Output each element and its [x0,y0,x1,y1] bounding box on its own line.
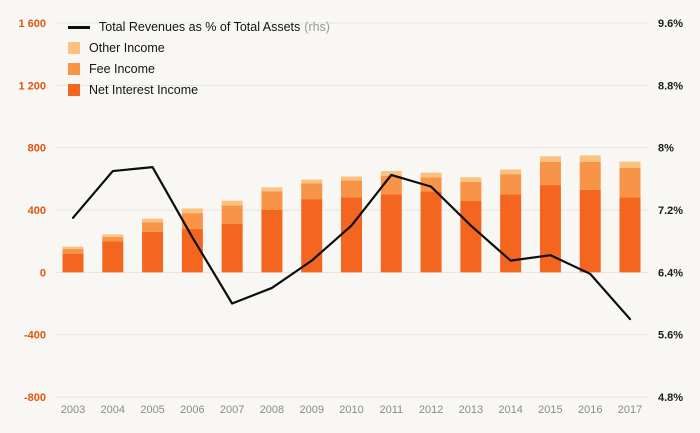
right-axis-tick-label: 9.6% [658,18,683,30]
left-axis-tick-label: 0 [40,267,46,279]
bar-segment [460,177,482,182]
legend-label-total-revenues: Total Revenues as % of Total Assets (rhs) [99,20,330,34]
x-axis-label: 2005 [140,404,164,416]
x-axis-label: 2009 [299,404,323,416]
x-axis-label: 2004 [101,404,125,416]
bar-segment [102,236,124,242]
bar-segment [341,176,362,181]
x-axis-label: 2014 [498,404,522,416]
bar-segment [142,231,164,273]
bar-segment [261,191,283,210]
bar-segment [579,155,601,162]
fee-income-swatch-icon [68,63,80,75]
bar-segment [181,213,203,229]
bar-segment [102,234,124,237]
bar-segment [62,246,84,249]
bar-segment [221,200,243,206]
bar-segment [341,180,362,198]
bar-segment [102,241,124,273]
bar-segment [142,218,164,223]
other-income-swatch-icon [68,42,80,54]
legend-item-other-income: Other Income [68,41,330,55]
x-axis-label: 2013 [459,404,483,416]
left-axis-tick-label: 400 [28,205,46,217]
bar-segment [380,171,402,176]
left-axis-tick-label: -400 [24,330,46,342]
right-axis-tick-label: 6.4% [658,267,683,279]
left-axis-tick-label: 1 200 [18,80,46,92]
right-axis-tick-label: 5.6% [658,330,683,342]
chart-legend: Total Revenues as % of Total Assets (rhs)… [68,20,330,97]
bar-segment [301,199,323,273]
left-axis-tick-label: 800 [28,143,46,155]
legend-label-other-income: Other Income [89,41,165,55]
bar-segment [420,172,442,178]
bar-segment [460,181,482,201]
bar-segment [460,200,482,273]
legend-item-net-interest-income: Net Interest Income [68,83,330,97]
bar-segment [500,169,522,175]
bar-segment [619,167,641,198]
bar-segment [261,210,283,273]
x-axis-label: 2016 [578,404,602,416]
x-axis-label: 2003 [61,404,85,416]
right-axis-tick-label: 8.8% [658,80,683,92]
legend-item-total-revenues: Total Revenues as % of Total Assets (rhs) [68,20,330,34]
bar-segment [539,156,561,162]
right-axis-tick-label: 8% [658,143,674,155]
x-axis-label: 2012 [419,404,443,416]
left-axis-tick-label: 1 600 [18,18,46,30]
x-axis-label: 2008 [260,404,284,416]
left-axis-tick-label: -800 [24,392,46,404]
x-axis-label: 2011 [379,404,403,416]
bar-segment [341,197,362,273]
x-axis-label: 2010 [339,404,363,416]
bar-segment [579,161,601,190]
bar-segment [181,208,203,214]
bar-segment [539,161,561,186]
legend-label-fee-income: Fee Income [89,62,156,76]
line-swatch-icon [68,25,90,29]
x-axis-label: 2017 [618,404,642,416]
bar-segment [420,191,442,273]
bar-segment [500,194,522,273]
right-axis-tick-label: 4.8% [658,392,683,404]
bar-segment [301,183,323,200]
legend-label-net-interest-income: Net Interest Income [89,83,199,97]
right-axis-tick-label: 7.2% [658,205,683,217]
bar-segment [539,185,561,273]
bar-segment [62,248,84,254]
x-axis-label: 2015 [538,404,562,416]
bar-segment [380,194,402,273]
rhs-note: (rhs) [304,20,330,34]
bar-segment [181,228,203,273]
bar-segment [261,187,283,192]
line-series [71,166,632,321]
legend-item-fee-income: Fee Income [68,62,330,76]
bar-segment [142,222,164,232]
bar-segment [301,179,323,184]
bar-segment [619,197,641,273]
bar-segment [221,224,243,273]
x-axis-label: 2006 [180,404,204,416]
bar-segment [62,253,84,273]
bar-segment [619,161,641,168]
bar-segment [500,174,522,195]
bar-segment [579,189,601,273]
net-interest-income-swatch-icon [68,84,80,96]
bar-segment [221,205,243,225]
x-axis-label: 2007 [220,404,244,416]
bar-segment [420,177,442,192]
